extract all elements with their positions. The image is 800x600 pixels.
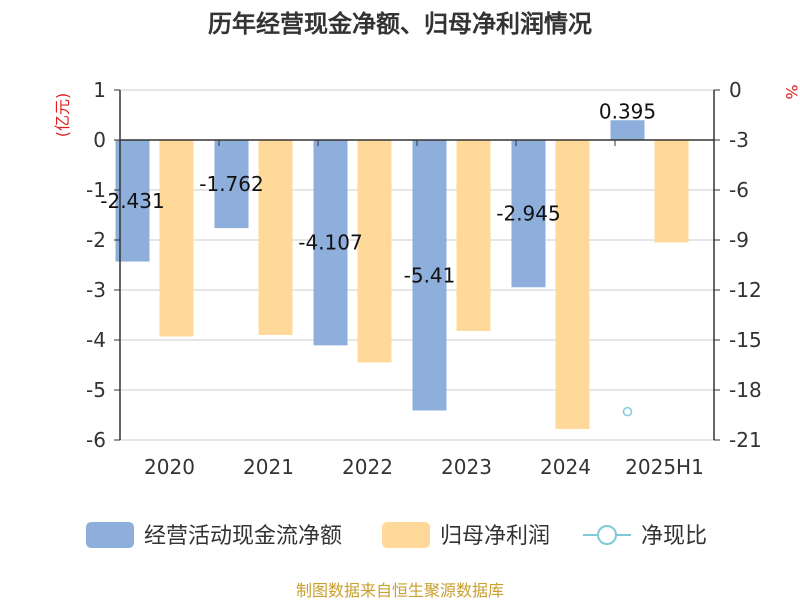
y-left-unit: (亿元) — [53, 93, 72, 138]
ratio-points — [622, 406, 633, 417]
chart-title: 历年经营现金净额、归母净利润情况 — [208, 10, 592, 38]
legend-ratio-label: 净现比 — [641, 524, 707, 549]
cashflow-data-label: -2.431 — [100, 189, 164, 213]
y-right-tick-label: -9 — [729, 228, 749, 252]
bars — [115, 120, 689, 429]
y-right-unit: % — [782, 84, 800, 99]
cashflow-data-label: -4.107 — [298, 231, 362, 255]
cashflow-bar — [313, 140, 348, 346]
y-right-tick-label: -12 — [729, 278, 762, 302]
y-left-tick-label: -5 — [86, 378, 106, 402]
legend-profit-swatch — [382, 522, 430, 548]
profit-bar — [456, 140, 491, 331]
profit-bar — [258, 140, 293, 335]
cashflow-bar — [610, 120, 645, 140]
cashflow-data-label: 0.395 — [599, 99, 656, 123]
y-left-tick-label: 1 — [93, 78, 106, 102]
axes: 1 0 -1 -2 -3 -4 -5 -6 0 -3 -6 -9 -12 -15 -18 -21 2020 202… — [86, 78, 762, 479]
y-left-tick-label: 0 — [93, 128, 106, 152]
ratio-point — [622, 406, 633, 417]
cashflow-bar — [412, 140, 447, 411]
x-tick-label: 2022 — [342, 455, 393, 479]
y-left-tick-label: -6 — [86, 428, 106, 452]
y-right-tick-label: 0 — [729, 78, 742, 102]
y-left-tick-label: -2 — [86, 228, 106, 252]
x-tick-label: 2021 — [243, 455, 294, 479]
data-labels: -2.431 -1.762 -4.107 -5.41 -2.945 0.395 — [100, 99, 656, 287]
legend-cashflow-label: 经营活动现金流净额 — [144, 524, 342, 549]
legend-profit-label: 归母净利润 — [440, 524, 550, 549]
legend: 经营活动现金流净额 归母净利润 净现比 — [86, 522, 707, 549]
cashflow-bar — [511, 140, 546, 288]
x-tick-label: 2020 — [144, 455, 195, 479]
x-tick-label: 2023 — [441, 455, 492, 479]
x-tick-label: 2025H1 — [625, 455, 704, 479]
y-left-tick-label: -4 — [86, 328, 106, 352]
x-tick-label: 2024 — [540, 455, 591, 479]
cashflow-data-label: -5.41 — [404, 263, 456, 287]
cashflow-data-label: -2.945 — [496, 202, 560, 226]
y-right-tick-label: -18 — [729, 378, 762, 402]
y-right-tick-label: -6 — [729, 178, 749, 202]
y-left-tick-label: -3 — [86, 278, 106, 302]
y-right-tick-label: -15 — [729, 328, 762, 352]
legend-cashflow-swatch — [86, 522, 134, 548]
profit-bar — [654, 140, 689, 243]
profit-bar — [357, 140, 392, 363]
cashflow-bar — [115, 140, 150, 262]
cashflow-bar — [214, 140, 249, 229]
y-left-tick-label: -1 — [86, 178, 106, 202]
source-note: 制图数据来自恒生聚源数据库 — [296, 581, 504, 600]
y-right-tick-label: -3 — [729, 128, 749, 152]
cashflow-data-label: -1.762 — [199, 172, 263, 196]
legend-ratio-swatch-marker — [597, 525, 617, 545]
profit-bar — [159, 140, 194, 337]
profit-bar — [555, 140, 590, 429]
y-right-tick-label: -21 — [729, 428, 762, 452]
